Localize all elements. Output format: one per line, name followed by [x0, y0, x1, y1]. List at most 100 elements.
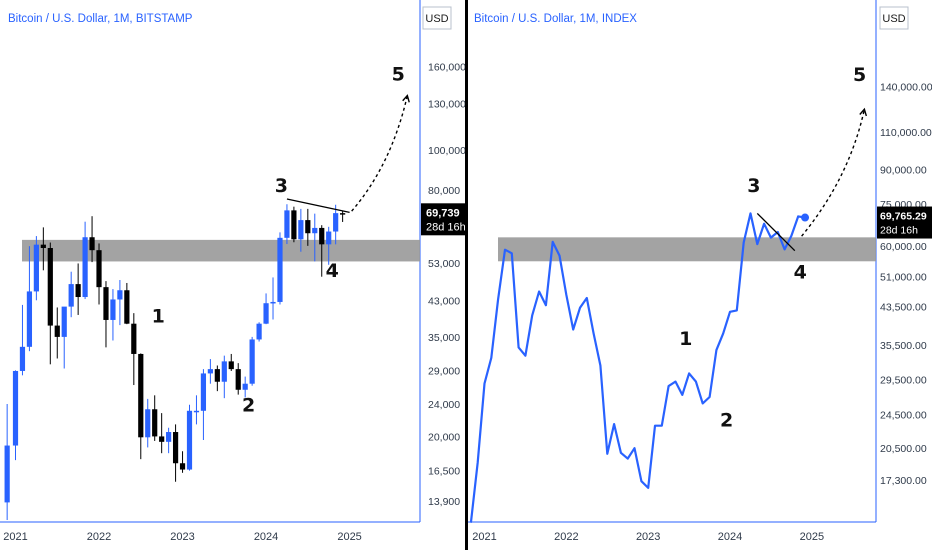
wave-label: 1 [152, 305, 165, 327]
right-price-tick: 20,500.00 [880, 443, 927, 455]
candle-body [172, 432, 179, 464]
candle-body [291, 210, 297, 240]
right-time-tick: 2021 [472, 531, 496, 543]
left-currency-label: USD [425, 13, 448, 25]
candle-body [263, 303, 269, 324]
right-time-tick: 2022 [554, 531, 578, 543]
right-countdown: 28d 16h [880, 225, 918, 237]
right-price-axis: 17,300.00 20,500.00 24,500.00 29,500.00 35,5… [880, 81, 932, 487]
right-price-tick: 51,000.00 [880, 272, 927, 284]
candle-body [186, 410, 193, 470]
candle-body [305, 220, 311, 234]
right-price-tick: 17,300.00 [880, 475, 927, 487]
candle-body [270, 301, 276, 304]
right-zone-rect [498, 237, 876, 262]
left-time-tick: 2021 [3, 531, 27, 543]
left-price-tick: 100,000 [428, 145, 466, 157]
candle-body [19, 346, 26, 371]
candle-body [138, 353, 144, 438]
candle-body [47, 248, 53, 326]
left-last-price-tag: 69,739 28d 16h [421, 203, 467, 236]
candle-body [89, 237, 95, 251]
wave-label: 5 [853, 64, 866, 86]
candle-body [319, 227, 325, 245]
right-price-tick: 43,500.00 [880, 301, 927, 313]
candle-body [96, 250, 102, 288]
right-currency-button[interactable] [879, 6, 909, 30]
candle-body [277, 237, 283, 302]
left-price-tick: 43,000 [428, 295, 460, 307]
candle-body [256, 323, 262, 340]
left-chart-title: Bitcoin / U.S. Dollar, 1M, BITSTAMP [8, 13, 193, 25]
candle-body [179, 463, 186, 470]
left-price-tick: 130,000 [428, 99, 466, 111]
left-chart-panel[interactable]: Bitcoin / U.S. Dollar, 1M, BITSTAMP USD … [0, 0, 467, 543]
left-currency-button[interactable] [422, 6, 452, 30]
candle-body [103, 287, 109, 320]
candle-body [166, 432, 172, 442]
left-price-tick: 53,000 [428, 258, 460, 270]
panel-divider[interactable] [465, 0, 468, 550]
left-countdown: 28d 16h [426, 221, 466, 233]
left-last-price: 69,739 [426, 207, 460, 219]
last-price-dot [801, 213, 810, 222]
candle-body [82, 237, 88, 298]
candle-body [54, 325, 60, 337]
right-time-axis: 2021 2022 2023 2024 2025 [472, 531, 824, 543]
right-price-tick: 140,000.00 [880, 81, 932, 93]
left-zone-rect [22, 239, 420, 262]
candle-body [131, 323, 137, 354]
candle-body [228, 361, 234, 370]
right-price-tick: 110,000.00 [880, 127, 932, 139]
right-annotations: 1 2 3 4 5 [679, 64, 868, 432]
candle-body [249, 339, 255, 384]
right-price-tick: 90,000.00 [880, 165, 927, 177]
candle-body [200, 373, 207, 411]
left-time-tick: 2023 [170, 531, 194, 543]
candle-body [40, 244, 46, 249]
trendline [286, 198, 350, 214]
right-chart-title: Bitcoin / U.S. Dollar, 1M, INDEX [474, 13, 637, 25]
candle-body [33, 244, 39, 292]
right-chart-panel[interactable]: Bitcoin / U.S. Dollar, 1M, INDEX USD 17,… [468, 0, 932, 543]
right-time-tick: 2025 [800, 531, 824, 543]
wave-label: 1 [679, 328, 692, 350]
candle-body [284, 210, 290, 238]
right-price-line [469, 212, 810, 523]
left-time-tick: 2025 [337, 531, 361, 543]
right-price-tick: 35,500.00 [880, 340, 927, 352]
candle-body [4, 445, 10, 503]
wave-label: 3 [275, 175, 288, 197]
right-price-tick: 60,000.00 [880, 241, 927, 253]
wave-label: 5 [392, 63, 405, 85]
left-price-tick: 29,000 [428, 365, 460, 377]
right-last-price: 69,765.29 [880, 211, 927, 223]
wave-label: 4 [326, 260, 339, 282]
candle-body [340, 213, 346, 215]
left-price-tick: 24,000 [428, 399, 460, 411]
candle-body [193, 410, 200, 413]
right-time-tick: 2023 [636, 531, 660, 543]
candle-body [235, 369, 241, 390]
right-last-price-tag: 69,765.29 28d 16h [877, 206, 932, 239]
candle-body [242, 383, 248, 390]
left-time-tick: 2024 [254, 531, 278, 543]
right-price-tick: 29,500.00 [880, 375, 927, 387]
price-line [469, 212, 806, 523]
left-price-axis: 13,900 16,500 20,000 24,000 29,000 35,000 43,0… [428, 62, 466, 508]
candle-body [68, 284, 74, 307]
candle-body [110, 299, 116, 320]
wave-label: 2 [242, 395, 255, 417]
candle-body [221, 361, 227, 382]
left-candles [4, 204, 346, 520]
projection-arrow [351, 95, 409, 212]
candle-body [312, 227, 318, 234]
wave-label: 3 [747, 175, 760, 197]
left-price-tick: 20,000 [428, 431, 460, 443]
projection-arrow [801, 109, 866, 237]
right-time-tick: 2024 [718, 531, 742, 543]
left-last-price-box [421, 203, 467, 236]
left-price-tick: 35,000 [428, 332, 460, 344]
wave-label: 4 [794, 261, 807, 283]
